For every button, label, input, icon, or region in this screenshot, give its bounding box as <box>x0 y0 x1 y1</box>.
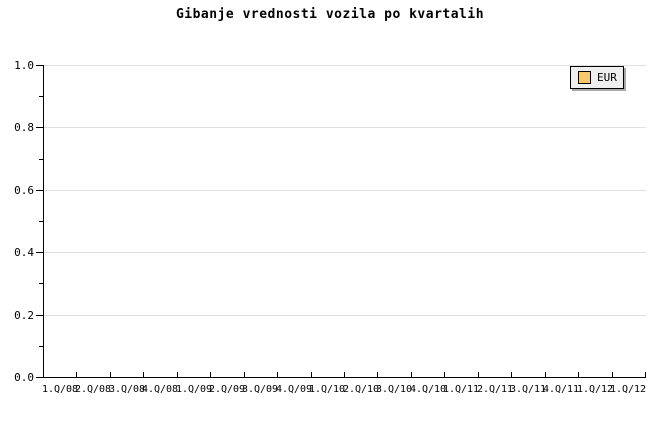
x-tick-label: 1.Q/12 <box>576 384 614 395</box>
y-tick-label: 0.4 <box>14 246 34 259</box>
y-tick-label: 0.2 <box>14 309 34 322</box>
x-tick-label: 1.Q/08 <box>41 384 79 395</box>
x-tick <box>478 372 479 377</box>
plot-area <box>43 65 646 378</box>
y-minor-tick <box>39 346 43 347</box>
y-minor-tick <box>39 283 43 284</box>
x-tick <box>277 372 278 377</box>
y-major-tick <box>36 190 43 191</box>
y-tick-label: 0.0 <box>14 371 34 384</box>
x-tick <box>210 372 211 377</box>
x-tick <box>612 372 613 377</box>
x-tick-label: 4.Q/10 <box>409 384 447 395</box>
y-major-tick <box>36 315 43 316</box>
y-minor-tick <box>39 159 43 160</box>
x-tick <box>344 372 345 377</box>
y-major-tick <box>36 377 43 378</box>
y-major-tick <box>36 252 43 253</box>
y-grid-line <box>44 252 646 253</box>
x-tick-label: 3.Q/09 <box>241 384 279 395</box>
x-tick-label: 4.Q/08 <box>141 384 179 395</box>
y-minor-tick <box>39 96 43 97</box>
x-tick-label: 1.Q/12 <box>609 384 647 395</box>
chart-title: Gibanje vrednosti vozila po kvartalih <box>175 7 485 22</box>
x-tick <box>311 372 312 377</box>
x-tick-label: 2.Q/08 <box>74 384 112 395</box>
x-tick <box>545 372 546 377</box>
x-tick <box>578 372 579 377</box>
y-tick-label: 0.8 <box>14 121 34 134</box>
x-tick-label: 1.Q/09 <box>175 384 213 395</box>
x-tick <box>143 372 144 377</box>
x-tick-label: 4.Q/09 <box>275 384 313 395</box>
x-tick <box>110 372 111 377</box>
x-tick-label: 3.Q/08 <box>108 384 146 395</box>
legend-swatch-icon <box>578 71 591 84</box>
y-major-tick <box>36 65 43 66</box>
y-grid-line <box>44 65 646 66</box>
y-grid-line <box>44 127 646 128</box>
x-tick <box>377 372 378 377</box>
x-tick <box>76 372 77 377</box>
x-tick <box>511 372 512 377</box>
y-major-tick <box>36 127 43 128</box>
legend: EUR <box>570 66 624 89</box>
x-tick <box>177 372 178 377</box>
x-tick <box>645 372 646 377</box>
y-tick-label: 1.0 <box>14 59 34 72</box>
x-tick-label: 2.Q/11 <box>476 384 514 395</box>
legend-label: EUR <box>597 71 617 84</box>
y-tick-label: 0.6 <box>14 184 34 197</box>
x-tick <box>244 372 245 377</box>
y-grid-line <box>44 315 646 316</box>
x-tick <box>411 372 412 377</box>
x-tick-label: 4.Q/11 <box>542 384 580 395</box>
x-tick-label: 3.Q/11 <box>509 384 547 395</box>
y-grid-line <box>44 190 646 191</box>
x-tick <box>444 372 445 377</box>
x-tick-label: 1.Q/10 <box>308 384 346 395</box>
y-minor-tick <box>39 221 43 222</box>
x-tick-label: 3.Q/10 <box>375 384 413 395</box>
x-tick-label: 1.Q/11 <box>442 384 480 395</box>
x-tick-label: 2.Q/09 <box>208 384 246 395</box>
x-tick-label: 2.Q/10 <box>342 384 380 395</box>
